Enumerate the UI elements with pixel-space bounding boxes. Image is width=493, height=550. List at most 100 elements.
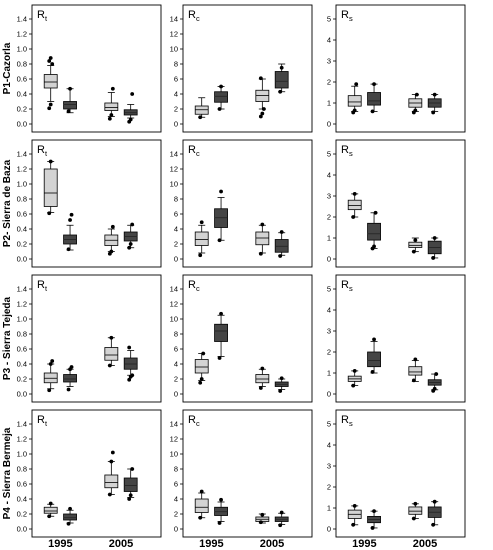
y-tick-label: 2	[174, 510, 178, 519]
box-light	[408, 357, 423, 383]
outlier-point	[411, 516, 416, 521]
box-dark	[123, 222, 138, 250]
box-light	[255, 366, 270, 390]
y-tick-label: 0.8	[17, 330, 27, 339]
box-light	[408, 237, 423, 254]
x-label-year: 2005	[260, 538, 284, 550]
panel: 0 2 4 6 8 10 12 14 Rc	[170, 4, 313, 133]
outlier-point	[372, 244, 376, 249]
box-light	[104, 335, 119, 368]
outlier-point	[66, 387, 71, 392]
box-dark	[367, 82, 381, 114]
outlier-point	[258, 114, 263, 119]
outlier-point	[431, 522, 436, 527]
outlier-point	[69, 212, 74, 217]
outlier-point	[68, 86, 72, 91]
y-tick-label: 0.8	[17, 60, 27, 69]
box-dark	[427, 499, 442, 527]
outlier-point	[109, 249, 114, 254]
outlier-point	[217, 107, 222, 111]
outlier-point	[48, 56, 53, 60]
outlier-point	[110, 450, 115, 455]
box-dark	[214, 189, 228, 243]
box-light	[104, 450, 119, 497]
outlier-point	[413, 501, 418, 506]
panel-title: Rc	[188, 279, 200, 293]
outlier-point	[431, 110, 436, 115]
iqr-box	[408, 241, 423, 248]
y-tick-label: 1.4	[17, 285, 27, 294]
y-tick-label: 1.4	[17, 150, 27, 159]
x-label-year: 1995	[352, 538, 376, 550]
panel: 0 1 2 3 4 5 Rs	[327, 4, 466, 133]
y-tick-label: 0.6	[17, 345, 27, 354]
y-tick-label: 1.2	[17, 435, 27, 444]
outlier-point	[351, 522, 356, 527]
iqr-box	[347, 95, 362, 107]
outlier-point	[127, 497, 132, 501]
outlier-point	[373, 210, 378, 215]
y-tick-label: 1.0	[17, 180, 27, 189]
outlier-point	[198, 380, 203, 385]
y-tick-label: 1.2	[17, 165, 27, 174]
box-dark	[63, 212, 77, 252]
box-light	[347, 82, 362, 115]
outlier-point	[372, 337, 376, 342]
box-light	[347, 192, 362, 219]
outlier-point	[372, 509, 376, 514]
outlier-point	[219, 497, 223, 502]
y-tick-label: 10	[170, 45, 178, 54]
panel: 0.0 0.2 0.4 0.6 0.8 1.0 1.2 1.4 Rt	[17, 409, 162, 538]
outlier-point	[217, 521, 222, 525]
outlier-point	[107, 492, 112, 497]
outlier-point	[278, 523, 283, 528]
outlier-point	[432, 236, 437, 240]
outlier-point	[130, 373, 135, 378]
outlier-point	[352, 369, 357, 373]
box-light	[43, 159, 58, 216]
y-tick-label: 1.4	[17, 15, 27, 24]
y-tick-label: 0	[327, 525, 331, 534]
y-tick-label: 0.8	[17, 465, 27, 474]
y-tick-label: 0.2	[17, 240, 27, 249]
iqr-box	[194, 231, 209, 246]
outlier-point	[47, 211, 52, 216]
panel: 0 1 2 3 4 5 Rs	[327, 409, 466, 538]
box-light	[43, 359, 58, 393]
y-tick-label: 8	[174, 330, 178, 339]
outlier-point	[198, 115, 203, 120]
y-tick-label: 2	[327, 348, 331, 357]
outlier-point	[279, 376, 284, 381]
iqr-box	[63, 513, 77, 521]
outlier-point	[431, 256, 436, 260]
y-tick-label: 1.4	[17, 420, 27, 429]
outlier-point	[258, 251, 263, 256]
outlier-point	[413, 108, 418, 113]
panel: 0 1 2 3 4 5 Rs	[327, 139, 466, 268]
outlier-point	[217, 238, 222, 243]
outlier-point	[258, 520, 263, 525]
iqr-box	[347, 199, 362, 211]
y-tick-label: 8	[174, 60, 178, 69]
outlier-point	[127, 345, 132, 350]
y-tick-label: 4	[327, 171, 331, 180]
box-dark	[214, 311, 228, 360]
iqr-box	[104, 347, 119, 361]
box-dark	[274, 230, 289, 258]
y-tick-label: 12	[170, 30, 178, 39]
iqr-box	[104, 474, 119, 489]
box-dark	[274, 376, 289, 393]
outlier-point	[66, 247, 71, 252]
box-dark	[367, 210, 381, 251]
box-dark	[123, 467, 138, 501]
outlier-point	[258, 76, 263, 81]
box-light	[194, 351, 209, 385]
y-tick-label: 0.4	[17, 495, 27, 504]
panel-title: Rc	[188, 9, 200, 23]
panel-title: Rs	[341, 144, 353, 158]
outlier-point	[50, 359, 55, 363]
y-tick-label: 5	[327, 150, 331, 159]
panel-title: Rs	[341, 9, 353, 23]
y-tick-label: 12	[170, 165, 178, 174]
y-tick-label: 14	[170, 15, 178, 24]
